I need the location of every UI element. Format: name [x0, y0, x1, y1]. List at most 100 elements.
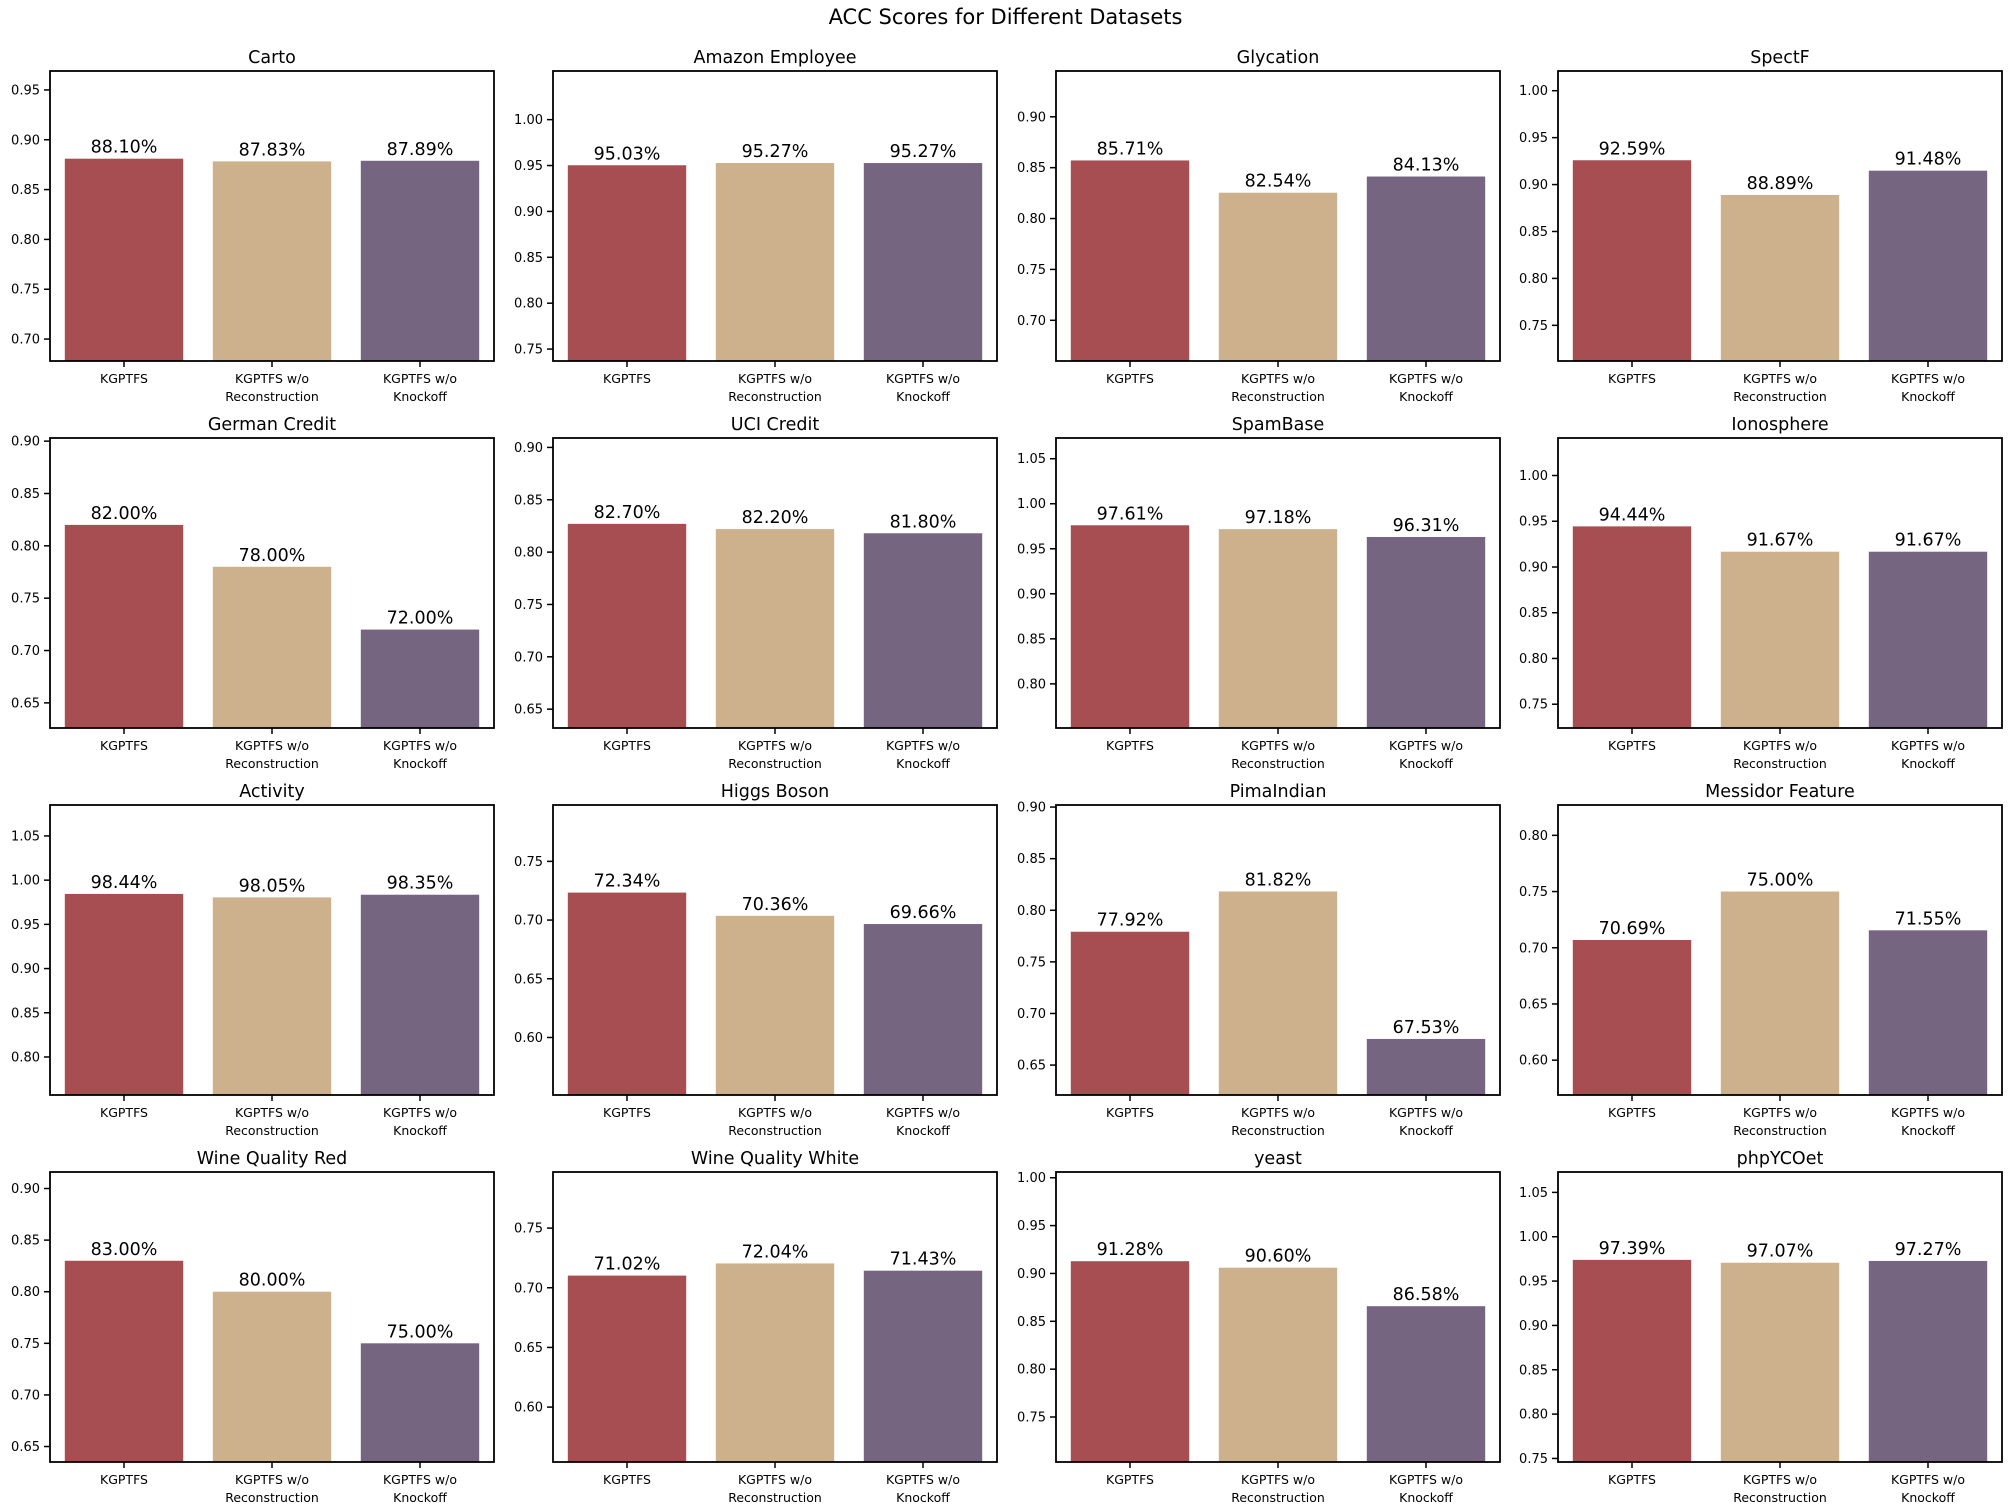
subplot-higgs-boson: Higgs Boson 72.34% 70.36% 69.66% 0.60 0.65 0.7… [503, 773, 1006, 1140]
bar-value-label: 70.36% [741, 895, 808, 915]
x-tick-label-kgptfs-w-o-reconstruction: KGPTFS w/o [738, 738, 812, 753]
subplot-canvas-glycation: Glycation 85.71% 82.54% 84.13% 0.70 0.75 0.80 0… [1017, 48, 1501, 404]
subplot-title: yeast [1254, 1149, 1302, 1169]
subplot-title: Ionosphere [1732, 415, 1829, 435]
y-tick-label: 0.75 [1017, 263, 1046, 278]
y-tick-label: 0.95 [11, 918, 40, 933]
x-tick-label-kgptfs-w-o-reconstruction: Reconstruction [225, 1123, 319, 1138]
x-tick-label-kgptfs-w-o-knockoff: KGPTFS w/o [886, 738, 960, 753]
x-tick-label-kgptfs-w-o-knockoff: KGPTFS w/o [383, 371, 457, 386]
bar-value-label: 71.43% [889, 1250, 956, 1270]
subplot-title: Glycation [1236, 48, 1319, 68]
y-tick-label: 0.60 [514, 1031, 543, 1046]
y-tick-label: 0.85 [11, 1234, 40, 1249]
x-tick-label-kgptfs: KGPTFS [100, 1472, 148, 1487]
x-tick-label-kgptfs-w-o-knockoff: KGPTFS w/o [383, 1472, 457, 1487]
y-tick-label: 0.85 [1017, 161, 1046, 176]
bar-kgptfs [64, 524, 184, 728]
y-tick-label: 0.90 [11, 133, 40, 148]
y-tick-label: 0.70 [1017, 1007, 1046, 1022]
bar-value-label: 98.35% [387, 874, 454, 894]
x-tick-label-kgptfs: KGPTFS [1608, 371, 1656, 386]
bar-kgptfs-w-o-knockoff [1366, 1306, 1485, 1462]
bar-value-label: 97.39% [1599, 1239, 1666, 1259]
subplot-title: Carto [248, 48, 296, 68]
bar-value-label: 98.44% [91, 873, 158, 893]
bar-value-label: 91.67% [1747, 531, 1814, 551]
subplot-title: PimaIndian [1229, 782, 1326, 802]
x-tick-label-kgptfs-w-o-knockoff: KGPTFS w/o [1388, 1105, 1462, 1120]
subplot-canvas-messidor-feature: Messidor Feature 70.69% 75.00% 71.55% 0.60 0.… [1519, 782, 2004, 1138]
x-tick-label-kgptfs-w-o-reconstruction: Reconstruction [1733, 1490, 1827, 1505]
bar-value-label: 71.55% [1895, 909, 1962, 929]
x-tick-label-kgptfs: KGPTFS [1106, 371, 1154, 386]
x-tick-label-kgptfs: KGPTFS [1106, 738, 1154, 753]
y-tick-label: 1.00 [1519, 84, 1548, 99]
y-tick-label: 0.65 [1519, 997, 1548, 1012]
bar-kgptfs-w-o-reconstruction [1721, 1262, 1840, 1462]
y-tick-label: 0.65 [514, 703, 543, 718]
bar-kgptfs-w-o-reconstruction [1218, 891, 1337, 1095]
y-tick-label: 1.05 [1519, 1186, 1548, 1201]
y-tick-label: 0.80 [1017, 1363, 1046, 1378]
subplot-canvas-uci-credit: UCI Credit 82.70% 82.20% 81.80% 0.65 0.70 0.75… [514, 415, 998, 771]
bar-kgptfs-w-o-knockoff [360, 1343, 480, 1462]
x-tick-label-kgptfs: KGPTFS [1608, 738, 1656, 753]
bar-value-label: 90.60% [1244, 1247, 1311, 1267]
x-tick-label-kgptfs: KGPTFS [100, 1105, 148, 1120]
subplot-title: Messidor Feature [1705, 782, 1855, 802]
bar-value-label: 72.00% [387, 609, 454, 629]
subplot-spambase: SpamBase 97.61% 97.18% 96.31% 0.80 0.85 0.90 0.… [1006, 406, 1509, 773]
y-tick-label: 0.75 [514, 598, 543, 613]
subplot-wine-quality-red: Wine Quality Red 83.00% 80.00% 75.00% 0.65 0.… [0, 1140, 503, 1507]
y-tick-label: 0.85 [1017, 852, 1046, 867]
x-tick-label-kgptfs-w-o-reconstruction: Reconstruction [728, 389, 822, 404]
y-tick-label: 0.70 [514, 914, 543, 929]
figure-title: ACC Scores for Different Datasets [828, 5, 1183, 29]
bar-value-label: 82.54% [1244, 172, 1311, 192]
y-tick-label: 0.70 [1519, 941, 1548, 956]
y-tick-label: 0.65 [11, 696, 40, 711]
bar-value-label: 67.53% [1392, 1018, 1459, 1038]
x-tick-label-kgptfs-w-o-knockoff: Knockoff [1901, 756, 1955, 771]
y-tick-label: 0.90 [1017, 110, 1046, 125]
y-tick-label: 0.95 [1519, 131, 1548, 146]
subplot-canvas-activity: Activity 98.44% 98.05% 98.35% 0.80 0.85 0.90 0.… [11, 782, 495, 1138]
x-tick-label-kgptfs-w-o-knockoff: Knockoff [1399, 1123, 1453, 1138]
subplot-canvas-pimaindian: PimaIndian 77.92% 81.82% 67.53% 0.65 0.70 0.75… [1017, 782, 1501, 1138]
bar-kgptfs-w-o-reconstruction [715, 1263, 834, 1462]
y-tick-label: 0.90 [1519, 1319, 1548, 1334]
subplot-title: Activity [239, 782, 304, 802]
bar-value-label: 96.31% [1392, 516, 1459, 536]
bar-kgptfs-w-o-knockoff [863, 533, 982, 728]
y-tick-label: 1.00 [11, 874, 40, 889]
x-tick-label-kgptfs-w-o-reconstruction: Reconstruction [728, 1490, 822, 1505]
x-tick-label-kgptfs-w-o-reconstruction: KGPTFS w/o [738, 1472, 812, 1487]
y-tick-label: 0.85 [1519, 225, 1548, 240]
x-tick-label-kgptfs-w-o-knockoff: Knockoff [896, 389, 950, 404]
x-tick-label-kgptfs-w-o-reconstruction: KGPTFS w/o [235, 738, 309, 753]
x-tick-label-kgptfs: KGPTFS [100, 738, 148, 753]
x-tick-label-kgptfs-w-o-reconstruction: Reconstruction [728, 1123, 822, 1138]
bar-value-label: 77.92% [1096, 911, 1163, 931]
bar-kgptfs [1070, 931, 1189, 1095]
bar-kgptfs-w-o-reconstruction [1218, 529, 1337, 728]
bar-value-label: 95.27% [741, 142, 808, 162]
x-tick-label-kgptfs-w-o-reconstruction: KGPTFS w/o [1240, 1472, 1314, 1487]
subplot-phpycoet: phpYCOet 97.39% 97.07% 97.27% 0.75 0.80 0.85 0.… [1508, 1140, 2011, 1507]
x-tick-label-kgptfs-w-o-reconstruction: KGPTFS w/o [738, 371, 812, 386]
subplot-canvas-amazon-employee: Amazon Employee 95.03% 95.27% 95.27% 0.75 0.8… [514, 48, 998, 404]
y-tick-label: 0.70 [514, 1281, 543, 1296]
subplot-canvas-phpycoet: phpYCOet 97.39% 97.07% 97.27% 0.75 0.80 0.85 0.… [1519, 1149, 2004, 1505]
y-tick-label: 0.75 [1519, 319, 1548, 334]
bar-kgptfs-w-o-knockoff [1869, 930, 1988, 1095]
x-tick-label-kgptfs-w-o-knockoff: Knockoff [1901, 1490, 1955, 1505]
x-tick-label-kgptfs-w-o-reconstruction: Reconstruction [1733, 389, 1827, 404]
bar-kgptfs-w-o-knockoff [360, 894, 480, 1095]
bar-kgptfs-w-o-reconstruction [212, 161, 332, 361]
x-tick-label-kgptfs-w-o-reconstruction: Reconstruction [1231, 756, 1325, 771]
y-tick-label: 0.75 [1519, 698, 1548, 713]
x-tick-label-kgptfs-w-o-knockoff: Knockoff [896, 756, 950, 771]
bar-kgptfs-w-o-reconstruction [1721, 891, 1840, 1095]
bar-kgptfs [64, 158, 184, 361]
